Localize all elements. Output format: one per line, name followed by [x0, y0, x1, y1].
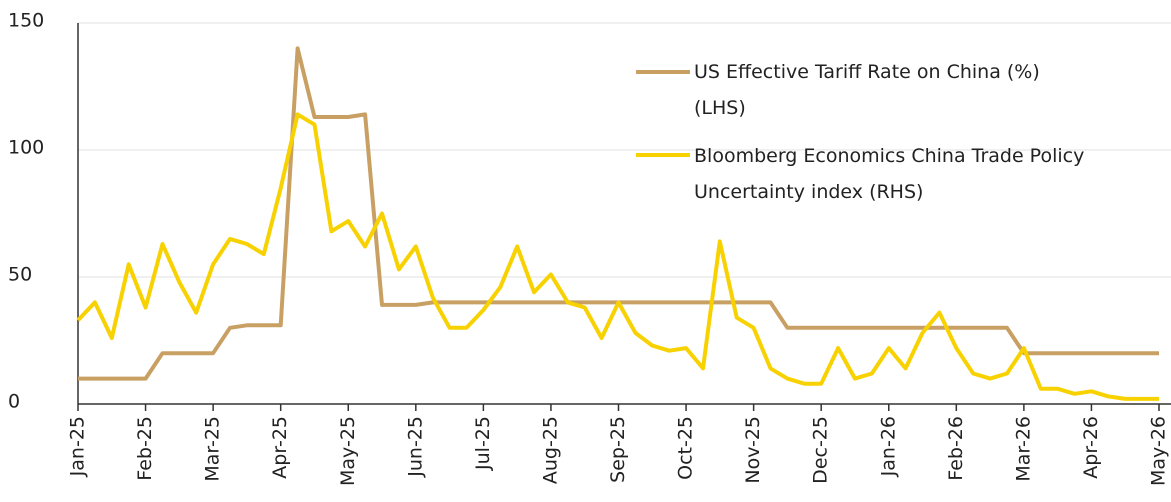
- x-tick-label: Jan-25: [67, 416, 89, 477]
- x-tick-label: Nov-25: [742, 416, 764, 484]
- legend-label: Bloomberg Economics China Trade Policy U…: [694, 145, 1085, 203]
- y-tick-label: 50: [8, 264, 32, 286]
- x-tick-label: Jun-25: [404, 416, 426, 478]
- x-tick-label: Mar-25: [202, 416, 224, 482]
- x-tick-label: Jan-26: [877, 416, 899, 477]
- x-tick-label: Jul-25: [472, 416, 494, 471]
- x-tick-label: Sep-25: [607, 416, 629, 483]
- x-tick-label: Feb-25: [134, 416, 156, 481]
- y-tick-label: 100: [8, 137, 44, 159]
- x-tick-label: May-26: [1148, 416, 1170, 486]
- x-tick-label: May-25: [337, 416, 359, 486]
- y-tick-label: 150: [8, 10, 44, 32]
- series-line: [76, 112, 1159, 401]
- legend-label: US Effective Tariff Rate on China (%) (L…: [694, 61, 1040, 119]
- x-tick-label: Oct-25: [675, 416, 697, 480]
- x-tick-label: Aug-25: [539, 416, 561, 484]
- x-tick-label: Apr-26: [1080, 416, 1102, 479]
- x-tick-label: Apr-25: [269, 416, 291, 479]
- x-tick-label: Mar-26: [1012, 416, 1034, 482]
- y-tick-label: 0: [8, 391, 20, 413]
- x-tick-label: Feb-26: [945, 416, 967, 481]
- x-tick-label: Dec-25: [810, 416, 832, 484]
